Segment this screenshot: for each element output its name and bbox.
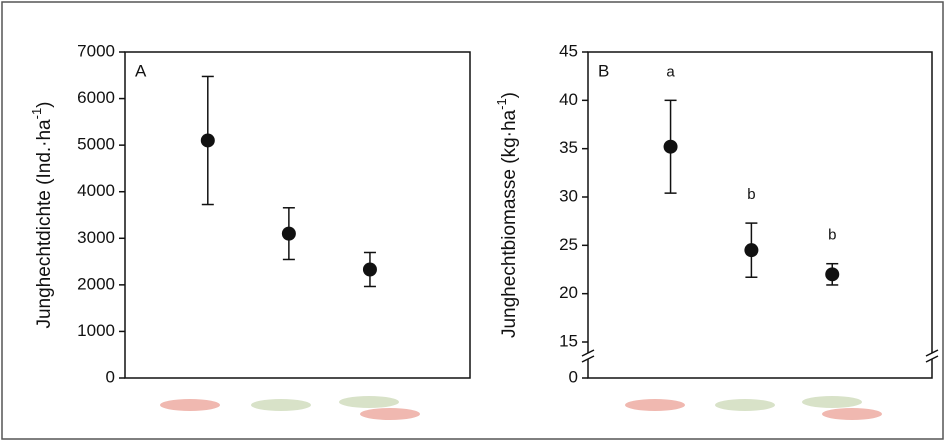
axis-break-gap — [928, 353, 936, 359]
data-point — [200, 133, 215, 148]
y-axis-label-part: Junghechtdichte (Ind.·ha — [34, 119, 55, 329]
data-point — [663, 139, 678, 154]
y-tick-label: 1000 — [77, 321, 115, 340]
y-axis-label: Junghechtbiomasse (kg·ha-1) — [494, 92, 520, 338]
y-axis-label-part: -1 — [29, 108, 44, 120]
data-point — [281, 226, 296, 241]
y-tick-label: 0 — [106, 367, 115, 386]
y-tick-label: 6000 — [77, 88, 115, 107]
panel-label: A — [135, 61, 147, 80]
y-tick-label: 3000 — [77, 228, 115, 247]
data-point — [362, 262, 377, 277]
y-axis-label-part: ) — [34, 101, 55, 107]
plot-frame — [124, 51, 471, 379]
y-tick-label: 4000 — [77, 181, 115, 200]
significance-letter: b — [828, 227, 836, 244]
y-tick-label: 20 — [559, 283, 578, 302]
panel-label: B — [598, 61, 609, 80]
y-axis-label-part: Junghechtbiomasse (kg·ha — [499, 109, 520, 338]
y-tick-label: 40 — [559, 90, 578, 109]
frame — [1, 1, 944, 440]
y-axis-label: Junghechtdichte (Ind.·ha-1) — [29, 101, 55, 328]
data-point — [825, 267, 840, 282]
y-tick-label: 7000 — [77, 41, 115, 60]
plot-frame — [587, 51, 933, 379]
axis-break — [925, 355, 939, 363]
y-tick-label: 15 — [559, 331, 578, 350]
data-point — [744, 243, 759, 258]
y-tick-label: 30 — [559, 186, 578, 205]
y-axis-label-part: -1 — [494, 98, 509, 110]
y-tick-label: 25 — [559, 235, 578, 254]
y-tick-label: 0 — [569, 367, 578, 386]
y-tick-label: 2000 — [77, 274, 115, 293]
axis-break — [581, 349, 595, 357]
axis-break — [925, 349, 939, 357]
y-tick-label: 5000 — [77, 135, 115, 154]
significance-letter: b — [747, 186, 755, 203]
fish-icons — [160, 396, 882, 420]
y-axis-label-part: ) — [499, 92, 520, 98]
axis-break — [581, 355, 595, 363]
axis-break-gap — [584, 353, 592, 359]
y-tick-label: 35 — [559, 138, 578, 157]
significance-letter: a — [666, 63, 675, 80]
y-tick-label: 45 — [559, 41, 578, 60]
